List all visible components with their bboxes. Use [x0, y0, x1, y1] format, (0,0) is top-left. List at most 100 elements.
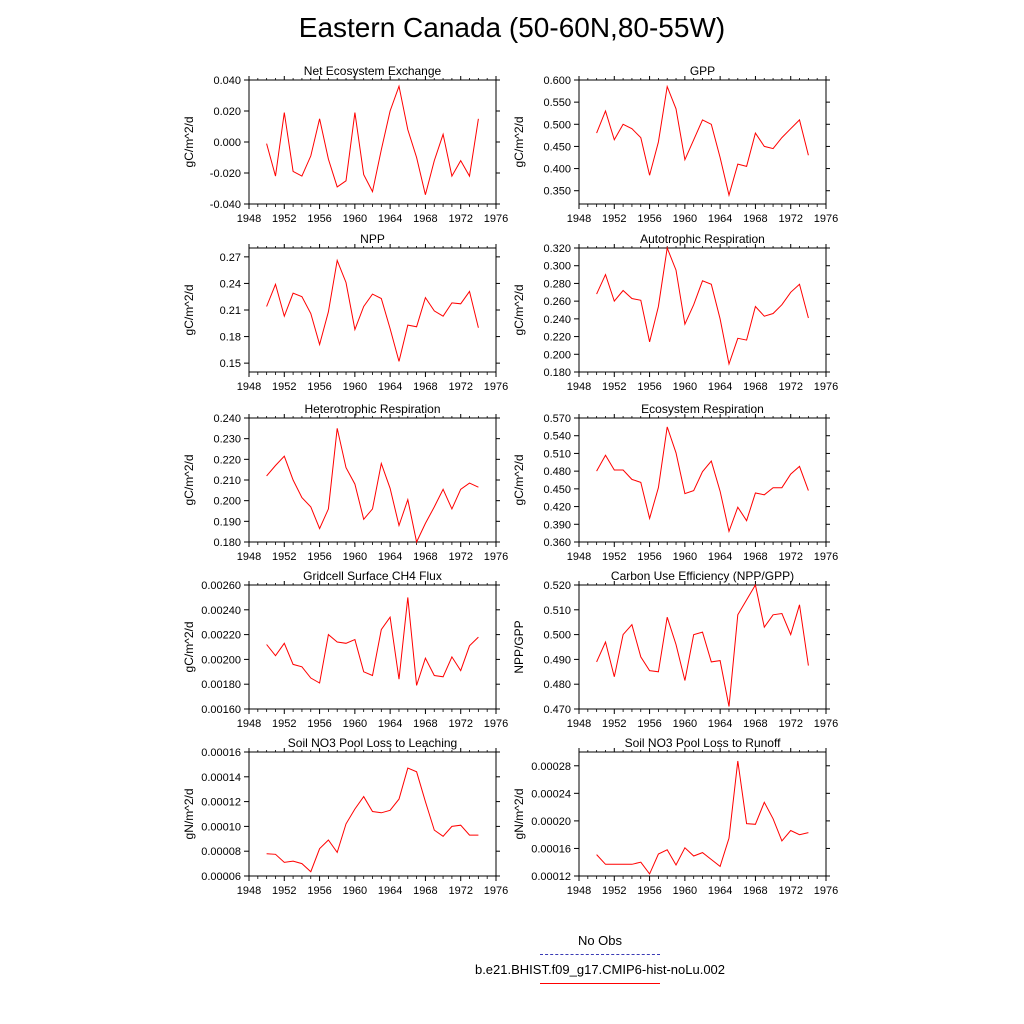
plot-frame: [578, 247, 827, 373]
x-tick-label: 1972: [448, 551, 472, 563]
series-line: [596, 84, 809, 198]
y-axis-label: gC/m^2/d: [512, 455, 526, 506]
x-tick-label: 1968: [413, 381, 437, 393]
x-tick-label: 1952: [272, 381, 296, 393]
y-tick-label: 0.180: [543, 367, 571, 379]
y-axis-label: gN/m^2/d: [512, 789, 526, 840]
x-tick-label: 1960: [673, 885, 697, 897]
y-tick-label: 0.00260: [201, 580, 241, 592]
y-tick-label: 0.00012: [531, 871, 571, 883]
x-tick-label: 1956: [637, 213, 661, 225]
plot-frame: [248, 79, 497, 205]
y-tick-label: 0.00240: [201, 605, 241, 617]
plot-frame: [578, 417, 827, 543]
x-tick-label: 1964: [708, 213, 732, 225]
chart-title: Soil NO3 Pool Loss to Leaching: [288, 736, 457, 750]
series-line: [266, 767, 479, 873]
y-tick-label: 0.600: [543, 75, 571, 87]
x-tick-label: 1968: [743, 718, 767, 730]
chart-title: Net Ecosystem Exchange: [304, 64, 442, 78]
x-tick-label: 1960: [343, 718, 367, 730]
x-tick-label: 1968: [743, 381, 767, 393]
y-tick-label: 0.350: [543, 186, 571, 198]
y-axis-label: gC/m^2/d: [512, 117, 526, 168]
x-tick-label: 1976: [484, 213, 508, 225]
x-tick-label: 1948: [567, 551, 591, 563]
legend-line-model: [540, 983, 660, 984]
y-tick-label: 0.570: [543, 413, 571, 425]
y-tick-label: 0.200: [213, 496, 241, 508]
x-tick-label: 1948: [237, 551, 261, 563]
y-tick-label: 0.220: [543, 332, 571, 344]
x-tick-label: 1948: [567, 213, 591, 225]
y-tick-label: 0.490: [543, 654, 571, 666]
x-tick-label: 1964: [378, 381, 402, 393]
x-tick-label: 1952: [272, 213, 296, 225]
x-tick-label: 1976: [814, 885, 838, 897]
y-tick-label: 0.21: [220, 305, 241, 317]
y-tick-label: 0.450: [543, 141, 571, 153]
x-tick-label: 1964: [378, 885, 402, 897]
y-tick-label: 0.00014: [201, 772, 241, 784]
x-tick-label: 1956: [307, 885, 331, 897]
x-tick-label: 1956: [307, 213, 331, 225]
y-tick-label: 0.420: [543, 502, 571, 514]
y-tick-label: 0.00008: [201, 846, 241, 858]
chart-title: Carbon Use Efficiency (NPP/GPP): [611, 569, 794, 583]
y-tick-label: 0.190: [213, 516, 241, 528]
x-tick-label: 1960: [343, 213, 367, 225]
y-tick-label: 0.00220: [201, 630, 241, 642]
x-tick-label: 1972: [778, 213, 802, 225]
x-tick-label: 1976: [484, 551, 508, 563]
chart-title: Gridcell Surface CH4 Flux: [303, 569, 442, 583]
chart-title: NPP: [360, 232, 385, 246]
y-tick-label: 0.00012: [201, 797, 241, 809]
chart-panel-3: NPP gC/m^2/d 1948 1952 1956 1960 1964 1968 1972 1…: [182, 232, 508, 393]
x-tick-label: 1956: [307, 718, 331, 730]
y-tick-label: 0.320: [543, 243, 571, 255]
legend-label-obs: No Obs: [577, 933, 623, 948]
y-axis-label: gC/m^2/d: [182, 285, 196, 336]
series-line: [596, 426, 809, 534]
x-tick-label: 1976: [484, 718, 508, 730]
y-tick-label: 0.24: [220, 278, 241, 290]
chart-panel-8: Carbon Use Efficiency (NPP/GPP) NPP/GPP 19…: [512, 569, 838, 730]
plot-frame: [248, 247, 497, 373]
x-tick-label: 1972: [448, 213, 472, 225]
y-tick-label: 0.00010: [201, 821, 241, 833]
x-tick-label: 1956: [307, 381, 331, 393]
x-tick-label: 1960: [673, 381, 697, 393]
x-tick-label: 1952: [602, 718, 626, 730]
y-tick-label: -0.020: [210, 168, 241, 180]
y-tick-label: 0.480: [543, 679, 571, 691]
y-tick-label: 0.230: [213, 434, 241, 446]
y-tick-label: 0.00028: [531, 761, 571, 773]
x-tick-label: 1956: [307, 551, 331, 563]
x-tick-label: 1956: [637, 381, 661, 393]
plot-frame: [578, 584, 827, 710]
y-tick-label: 0.220: [213, 454, 241, 466]
x-tick-label: 1960: [343, 885, 367, 897]
x-tick-label: 1972: [778, 718, 802, 730]
y-tick-label: 0.200: [543, 349, 571, 361]
x-tick-label: 1956: [637, 885, 661, 897]
x-tick-label: 1976: [814, 381, 838, 393]
y-tick-label: 0.400: [543, 164, 571, 176]
x-tick-label: 1972: [448, 885, 472, 897]
chart-title: Ecosystem Respiration: [641, 402, 764, 416]
y-tick-label: 0.540: [543, 431, 571, 443]
y-tick-label: 0.27: [220, 252, 241, 264]
x-tick-label: 1952: [272, 718, 296, 730]
legend-line-obs: [540, 954, 660, 955]
y-axis-label: NPP/GPP: [512, 620, 526, 673]
chart-panel-6: Ecosystem Respiration gC/m^2/d 1948 1952 195…: [512, 402, 838, 563]
chart-title: GPP: [690, 64, 715, 78]
y-axis-label: gC/m^2/d: [182, 455, 196, 506]
series-line: [596, 246, 809, 366]
x-tick-label: 1972: [448, 718, 472, 730]
y-tick-label: 0.00016: [531, 843, 571, 855]
x-tick-label: 1960: [343, 551, 367, 563]
y-axis-label: gC/m^2/d: [182, 622, 196, 673]
y-tick-label: 0.00016: [201, 747, 241, 759]
